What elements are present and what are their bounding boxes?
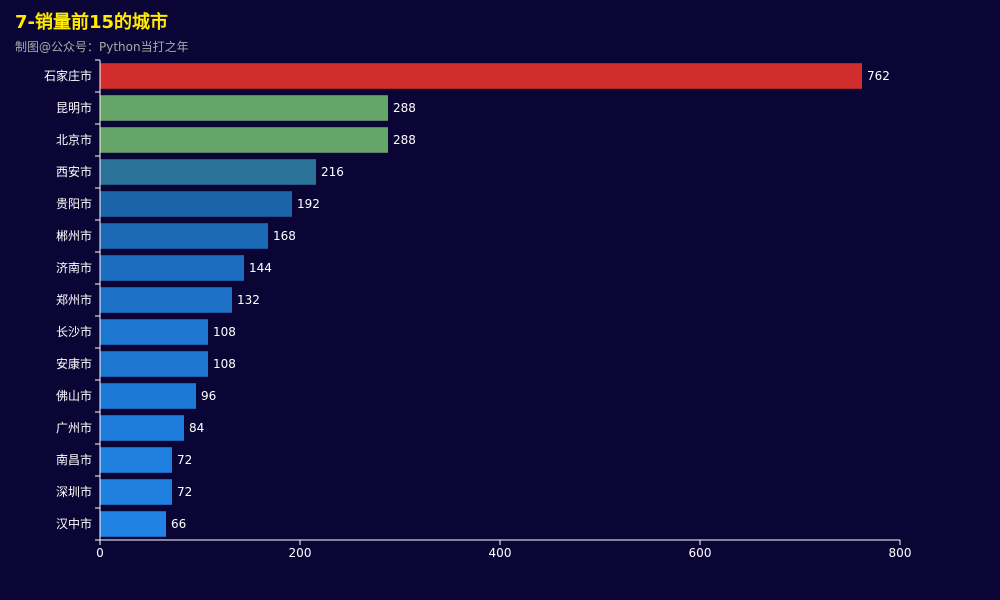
data-label: 72 [177, 453, 192, 467]
bar [100, 287, 232, 313]
data-label: 762 [867, 69, 890, 83]
data-label: 84 [189, 421, 204, 435]
data-label: 192 [297, 197, 320, 211]
data-label: 288 [393, 101, 416, 115]
bar [100, 383, 196, 409]
y-tick-label: 昆明市 [56, 100, 92, 115]
data-label: 168 [273, 229, 296, 243]
data-label: 144 [249, 261, 272, 275]
bar [100, 447, 172, 473]
y-tick-label: 郑州市 [56, 292, 92, 307]
x-tick-label: 800 [889, 546, 912, 560]
bar [100, 191, 292, 217]
y-tick-label: 贵阳市 [56, 196, 92, 211]
data-label: 66 [171, 517, 186, 531]
bar [100, 319, 208, 345]
bar [100, 479, 172, 505]
bar [100, 159, 316, 185]
data-label: 288 [393, 133, 416, 147]
y-tick-label: 西安市 [56, 164, 92, 179]
y-tick-label: 广州市 [56, 420, 92, 435]
bar [100, 127, 388, 153]
y-tick-label: 长沙市 [56, 324, 92, 339]
y-tick-label: 佛山市 [56, 388, 92, 403]
x-tick-label: 400 [489, 546, 512, 560]
data-label: 132 [237, 293, 260, 307]
data-label: 108 [213, 325, 236, 339]
x-tick-label: 600 [689, 546, 712, 560]
chart-subtitle: 制图@公众号：Python当打之年 [15, 40, 189, 54]
data-label: 96 [201, 389, 216, 403]
y-tick-label: 济南市 [56, 260, 92, 275]
data-label: 108 [213, 357, 236, 371]
bar [100, 415, 184, 441]
bar [100, 255, 244, 281]
x-tick-label: 200 [289, 546, 312, 560]
y-tick-label: 安康市 [56, 356, 92, 371]
bar [100, 223, 268, 249]
bar [100, 511, 166, 537]
bar [100, 63, 862, 89]
y-tick-label: 汉中市 [56, 516, 92, 531]
y-tick-label: 石家庄市 [44, 68, 92, 83]
y-tick-label: 深圳市 [56, 484, 92, 499]
data-label: 216 [321, 165, 344, 179]
x-tick-label: 0 [96, 546, 104, 560]
bar [100, 351, 208, 377]
bar [100, 95, 388, 121]
chart-title: 7-销量前15的城市 [15, 12, 169, 33]
data-label: 72 [177, 485, 192, 499]
y-tick-label: 郴州市 [56, 228, 92, 243]
y-tick-label: 北京市 [56, 132, 92, 147]
y-tick-label: 南昌市 [56, 452, 92, 467]
